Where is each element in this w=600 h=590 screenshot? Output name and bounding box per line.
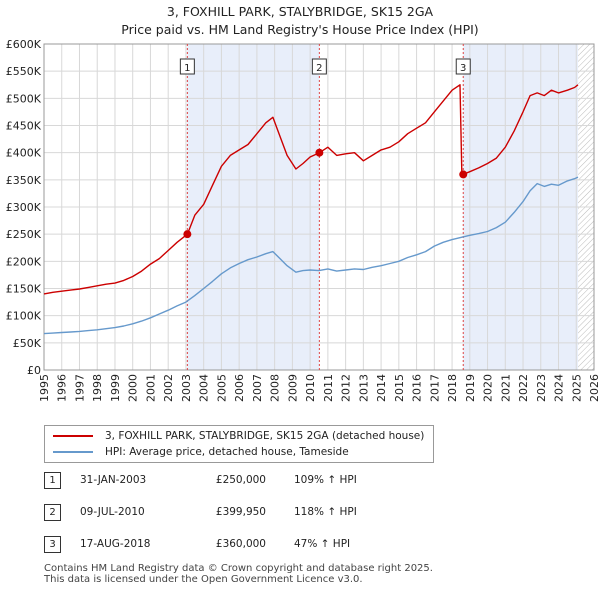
x-tick-label: 2002 bbox=[162, 374, 175, 402]
x-tick-label: 2021 bbox=[499, 374, 512, 402]
table-row: 3 17-AUG-2018 £360,000 47% ↑ HPI bbox=[0, 534, 600, 556]
x-tick-label: 2003 bbox=[180, 374, 193, 402]
y-tick-label: £500K bbox=[6, 92, 42, 105]
y-tick-label: £50K bbox=[13, 337, 42, 350]
sale-label-number: 3 bbox=[460, 63, 466, 74]
legend-swatch-hpi bbox=[53, 451, 93, 453]
chart-legend: 3, FOXHILL PARK, STALYBRIDGE, SK15 2GA (… bbox=[44, 425, 434, 463]
legend-label-property: 3, FOXHILL PARK, STALYBRIDGE, SK15 2GA (… bbox=[105, 430, 425, 442]
sale-label-box bbox=[179, 58, 195, 75]
sale-date: 31-JAN-2003 bbox=[80, 474, 147, 486]
property-price-line bbox=[43, 84, 579, 295]
x-tick-label: 2001 bbox=[144, 374, 157, 402]
x-tick-label: 1998 bbox=[91, 374, 104, 402]
x-tick-label: 2013 bbox=[357, 374, 370, 402]
y-tick-label: £250K bbox=[6, 228, 42, 241]
x-tick-label: 2012 bbox=[340, 374, 353, 402]
sale-number-badge: 1 bbox=[44, 472, 61, 489]
x-tick-label: 2022 bbox=[517, 374, 530, 402]
table-row: 1 31-JAN-2003 £250,000 109% ↑ HPI bbox=[0, 470, 600, 492]
x-tick-label: 2005 bbox=[215, 374, 228, 402]
x-tick-label: 2015 bbox=[393, 374, 406, 402]
x-tick-label: 2026 bbox=[588, 374, 600, 402]
x-tick-label: 2016 bbox=[411, 374, 424, 402]
chart-title: 3, FOXHILL PARK, STALYBRIDGE, SK15 2GA bbox=[166, 4, 434, 19]
x-tick-label: 2024 bbox=[553, 374, 566, 402]
y-tick-label: £450K bbox=[6, 120, 42, 133]
sale-price: £250,000 bbox=[215, 474, 266, 486]
x-tick-label: 2017 bbox=[428, 374, 441, 402]
x-tick-label: 2007 bbox=[251, 374, 264, 402]
x-tick-label: 2006 bbox=[233, 374, 246, 402]
price-chart: £0 £50K £100K £150K £200K £250K £300K £350K £400… bbox=[6, 38, 600, 402]
legend-item-property: 3, FOXHILL PARK, STALYBRIDGE, SK15 2GA (… bbox=[53, 428, 424, 444]
sale-date: 09-JUL-2010 bbox=[80, 506, 145, 518]
sale-label-box bbox=[455, 58, 471, 75]
x-tick-label: 1996 bbox=[56, 374, 69, 402]
sale-point bbox=[459, 170, 468, 179]
y-tick-label: £150K bbox=[6, 283, 42, 296]
table-row: 2 09-JUL-2010 £399,950 118% ↑ HPI bbox=[0, 502, 600, 524]
y-tick-label: £350K bbox=[6, 174, 42, 187]
x-tick-label: 2000 bbox=[127, 374, 140, 402]
sale-price: £399,950 bbox=[215, 506, 266, 518]
y-tick-label: £100K bbox=[6, 310, 42, 323]
x-tick-label: 2008 bbox=[269, 374, 282, 402]
x-tick-label: 2025 bbox=[570, 374, 583, 402]
sale-hpi-change: 118% ↑ HPI bbox=[294, 506, 357, 518]
x-tick-label: 2009 bbox=[286, 374, 299, 402]
y-tick-label: £400K bbox=[6, 147, 42, 160]
x-tick-label: 2014 bbox=[375, 374, 388, 402]
x-tick-label: 1997 bbox=[73, 374, 86, 402]
sale-date: 17-AUG-2018 bbox=[80, 538, 151, 550]
y-tick-label: £200K bbox=[6, 255, 42, 268]
legend-label-hpi: HPI: Average price, detached house, Tame… bbox=[105, 446, 349, 458]
y-tick-label: £600K bbox=[6, 38, 42, 51]
sale-label-number: 2 bbox=[316, 63, 322, 74]
sale-label-box bbox=[311, 58, 327, 75]
sale-point bbox=[315, 148, 324, 157]
legend-swatch-property bbox=[53, 435, 93, 437]
y-tick-label: £300K bbox=[6, 201, 42, 214]
x-tick-label: 2023 bbox=[535, 374, 548, 402]
chart-subtitle: Price paid vs. HM Land Registry's House … bbox=[121, 22, 479, 37]
x-tick-label: 2020 bbox=[482, 374, 495, 402]
x-tick-label: 2010 bbox=[304, 374, 317, 402]
x-tick-label: 2011 bbox=[322, 374, 335, 402]
x-tick-label: 1999 bbox=[109, 374, 122, 402]
legend-item-hpi: HPI: Average price, detached house, Tame… bbox=[53, 444, 349, 460]
y-tick-label: £0 bbox=[27, 364, 41, 377]
x-tick-label: 2004 bbox=[198, 374, 211, 402]
x-tick-label: 1995 bbox=[38, 374, 51, 402]
x-tick-label: 2018 bbox=[446, 374, 459, 402]
hpi-line bbox=[43, 176, 579, 335]
sale-price: £360,000 bbox=[215, 538, 266, 550]
sale-number-badge: 2 bbox=[44, 504, 61, 521]
sale-hpi-change: 47% ↑ HPI bbox=[294, 538, 351, 550]
sale-point bbox=[183, 230, 192, 239]
sale-hpi-change: 109% ↑ HPI bbox=[294, 474, 357, 486]
sale-number-badge: 3 bbox=[44, 536, 61, 553]
footer-copyright: Contains HM Land Registry data © Crown c… bbox=[44, 563, 433, 574]
x-tick-label: 2019 bbox=[464, 374, 477, 402]
footer-licence: This data is licensed under the Open Gov… bbox=[44, 574, 363, 585]
y-tick-label: £550K bbox=[6, 65, 42, 78]
sale-label-number: 1 bbox=[184, 63, 190, 74]
